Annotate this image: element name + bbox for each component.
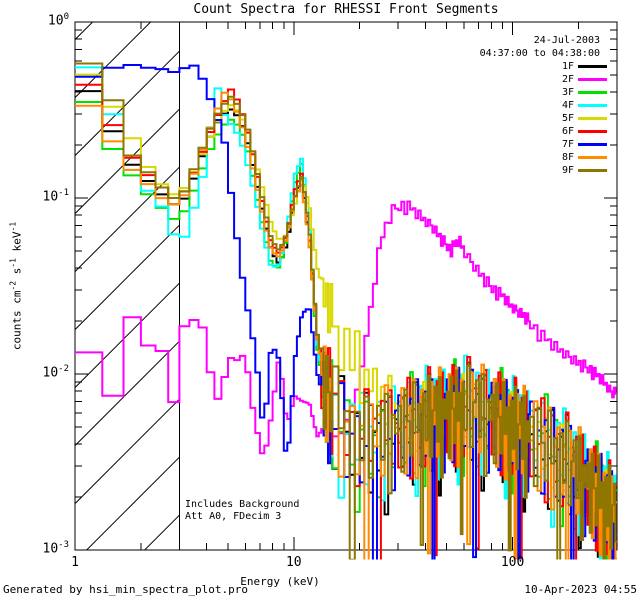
legend-swatch-6F	[578, 130, 607, 133]
footer-generator-label: Generated by hsi_min_spectra_plot.pro	[3, 583, 249, 596]
series-2F-curve	[75, 200, 617, 455]
legend-swatch-8F	[578, 156, 607, 159]
legend-label-9F: 9F	[561, 165, 574, 176]
legend-swatch-4F	[578, 104, 607, 107]
legend-item-6F: 6F	[562, 125, 607, 138]
legend-item-3F: 3F	[562, 86, 607, 99]
annotation-includes-background: Includes Background	[185, 499, 300, 510]
y-tick-label-10e-3: 10-3	[42, 540, 70, 557]
legend-label-4F: 4F	[561, 100, 574, 111]
chart-title: Count Spectra for RHESSI Front Segments	[193, 2, 499, 17]
legend-label-8F: 8F	[561, 152, 574, 163]
y-tick-label-10e-2: 10-2	[42, 364, 70, 381]
hatch-line	[75, 224, 180, 330]
legend-swatch-3F	[578, 91, 607, 94]
legend-swatch-5F	[578, 117, 607, 120]
legend-date: 24-Jul-2003	[533, 35, 600, 46]
y-tick-label-10e0: 100	[47, 12, 69, 29]
series-5F-curve	[75, 73, 617, 560]
y-axis-title-part: -2	[8, 280, 18, 291]
x-tick-label-10: 10	[285, 555, 302, 570]
legend-item-4F: 4F	[562, 99, 607, 112]
legend-swatch-1F	[578, 65, 607, 68]
legend-swatch-2F	[578, 78, 607, 81]
x-tick-label-100: 100	[500, 555, 525, 570]
legend-item-1F: 1F	[562, 60, 607, 73]
hatch-line	[85, 456, 180, 550]
series-4F-curve	[75, 66, 617, 560]
y-axis-title: counts cm-2 s-1 keV-1	[9, 222, 24, 350]
footer-timestamp: 10-Apr-2023 04:55	[524, 583, 637, 596]
hatch-line	[143, 514, 180, 550]
legend-item-8F: 8F	[562, 151, 607, 164]
legend-label-5F: 5F	[561, 113, 574, 124]
x-axis-title: Energy (keV)	[240, 575, 320, 588]
y-axis-title-part: keV	[10, 231, 24, 258]
hatch-line	[75, 340, 180, 446]
legend-label-7F: 7F	[561, 139, 574, 150]
legend-item-7F: 7F	[562, 138, 607, 151]
y-axis-title-part: counts cm	[10, 290, 24, 351]
hatch-line	[75, 22, 152, 98]
legend-swatch-7F	[578, 143, 607, 146]
legend-label-6F: 6F	[561, 126, 574, 137]
hatch-line	[75, 398, 180, 504]
y-axis-title-part: -1	[8, 221, 18, 232]
legend-time-range: 04:37:00 to 04:38:00	[479, 48, 600, 59]
y-axis-title-part: s	[10, 267, 24, 281]
y-axis-title-part: -1	[8, 258, 18, 268]
legend-label-1F: 1F	[561, 61, 574, 72]
series-9F-curve	[75, 62, 617, 560]
plot-frame	[74, 21, 618, 551]
annotation-attenuator-state: Att A0, FDecim 3	[185, 511, 282, 522]
series-6F-curve	[75, 83, 617, 560]
legend-item-5F: 5F	[562, 112, 607, 125]
hatch-line	[75, 282, 180, 388]
x-tick-label-1: 1	[71, 555, 79, 570]
hatch-line	[75, 108, 180, 214]
legend-item-9F: 9F	[562, 164, 607, 177]
legend-swatch-9F	[578, 169, 607, 172]
hatch-line	[75, 166, 180, 272]
legend-label-2F: 2F	[561, 74, 574, 85]
legend-label-3F: 3F	[561, 87, 574, 98]
y-tick-label-10e-1: 10-1	[42, 188, 70, 205]
series-7F-curve	[75, 64, 617, 560]
legend-item-2F: 2F	[562, 73, 607, 86]
legend: 1F 2F 3F 4F 5F 6F 7F 8F 9F	[562, 60, 607, 177]
